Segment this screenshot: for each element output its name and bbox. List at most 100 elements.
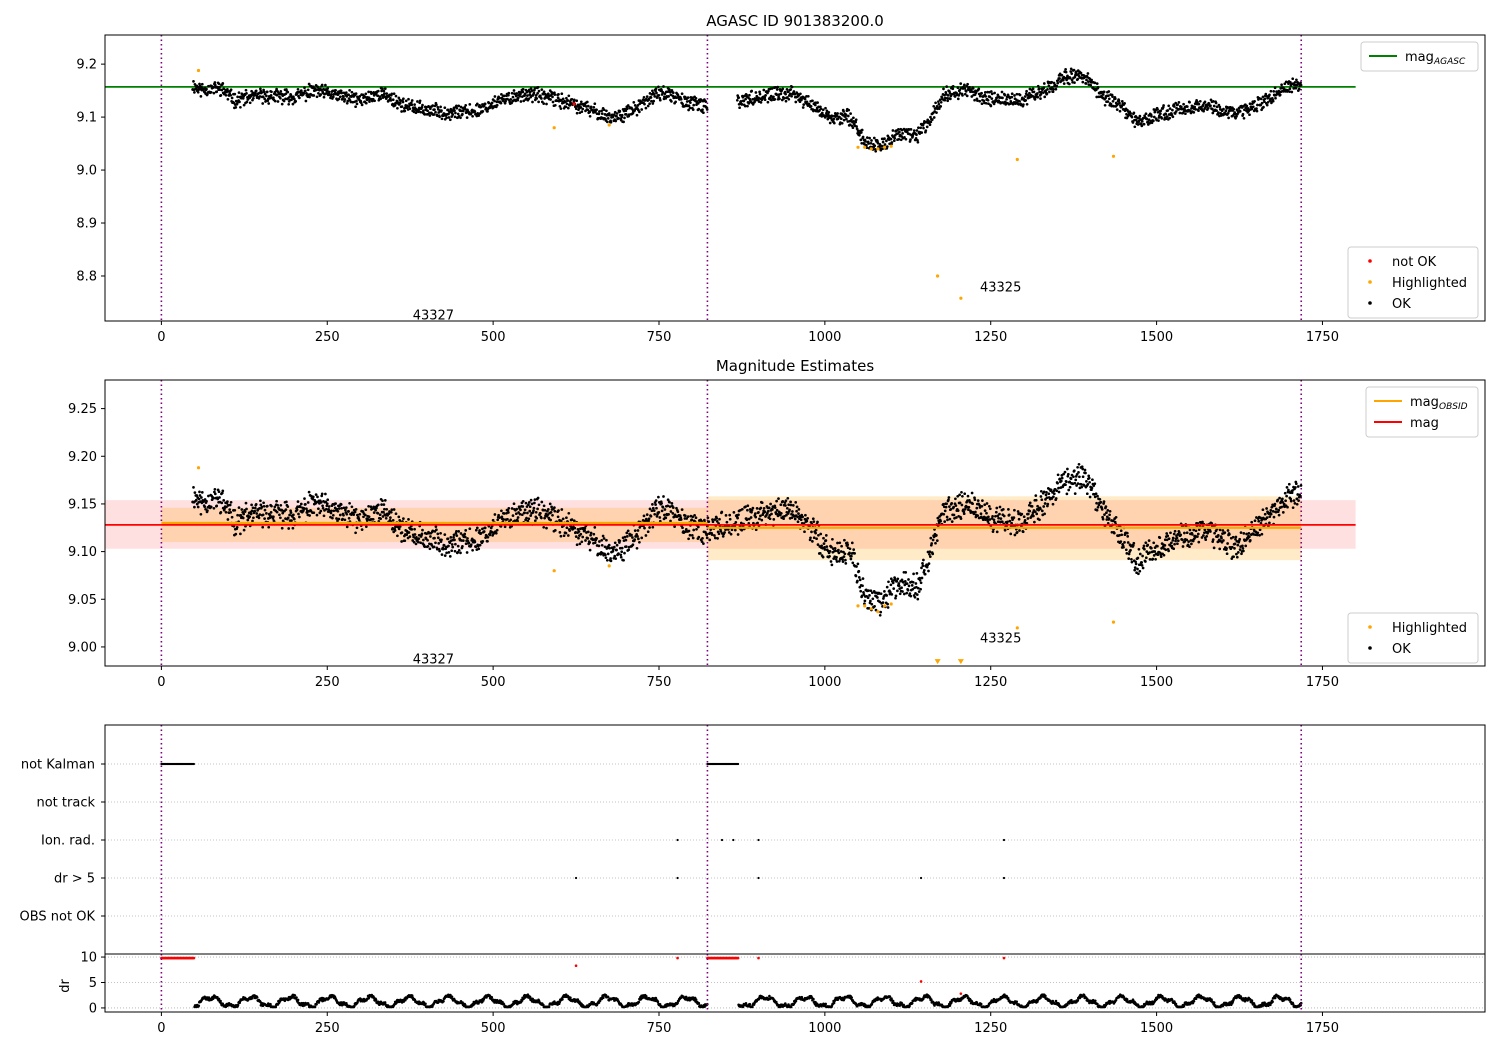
ok-point [784,92,787,96]
ok-point [713,536,717,540]
ok-point [758,517,761,521]
ok-point [394,94,398,98]
ok-point [342,506,346,510]
ok-point [1096,494,1099,498]
ok-point [1218,528,1222,532]
ok-point [1263,97,1267,101]
ok-point [785,513,788,517]
ok-point [1177,101,1181,104]
ok-point [1023,95,1027,98]
ok-point [560,508,564,511]
ok-point [565,102,569,106]
ok-point [453,538,456,542]
ok-point [324,507,328,511]
y-tick-label: 9.0 [76,164,97,179]
ok-point [970,491,974,495]
flag-point [737,762,740,766]
ok-point [192,80,195,83]
ok-point [584,539,587,542]
ok-point [890,593,894,596]
ok-point [871,597,875,601]
ok-point [1179,533,1183,537]
ok-point [660,502,663,505]
ok-point [963,507,967,511]
x-tick-label: 750 [647,675,672,690]
ok-point [821,108,825,112]
ok-point [939,105,943,108]
ok-point [611,550,615,553]
ok-point [666,90,670,94]
ok-point [219,510,223,514]
ok-point [685,517,689,520]
ok-point [383,92,386,95]
ok-point [240,508,244,511]
ok-point [398,101,402,105]
ok-point [446,537,450,541]
ok-point [1295,83,1299,87]
ok-point [1056,481,1059,485]
ok-point [322,95,326,99]
ok-point [1204,538,1208,542]
ok-point [276,100,280,103]
ok-point [435,547,439,551]
ok-point [1222,107,1225,111]
ok-point [1106,100,1110,103]
ok-point [763,510,767,514]
legend-marker [1368,646,1372,650]
ok-point [368,100,371,103]
ok-point [413,533,417,536]
ok-point [269,511,273,514]
ok-point [1241,547,1245,550]
x-tick-label: 0 [157,330,165,345]
ok-point [417,533,421,537]
ok-point [955,516,958,519]
ok-point [279,516,282,520]
ok-point [998,512,1001,516]
ok-point [1018,93,1022,97]
ok-point [199,95,203,98]
ok-point [463,107,467,111]
ok-point [670,100,673,103]
ok-point [291,526,295,530]
ok-point [687,108,690,112]
legend-label: mag [1410,416,1439,431]
y-tick-label: 9.00 [68,640,97,655]
x-tick-label: 250 [315,330,340,345]
ok-point [312,511,316,515]
ok-point [1117,99,1121,103]
ok-point [1018,529,1021,532]
ok-point [1039,489,1043,493]
ok-point [428,114,432,117]
ok-point [730,528,734,532]
ok-point [666,504,670,508]
x-tick-label: 500 [481,330,506,345]
ok-point [518,94,522,98]
ok-point [1167,549,1170,553]
ok-point [422,109,425,113]
ok-point [574,535,578,538]
ok-point [466,537,469,540]
ok-point [651,102,655,105]
ok-point [536,92,539,95]
ok-point [609,120,613,124]
ok-point [307,490,311,494]
ok-point [1162,104,1165,107]
y-tick-label: 9.10 [68,545,97,560]
ok-point [1257,519,1261,523]
ok-point [619,553,623,557]
ok-point [389,510,393,514]
ok-point [509,98,513,101]
ok-point [803,530,806,534]
ok-point [516,516,520,519]
ok-point [612,545,616,549]
ok-point [1127,557,1131,560]
ok-point [510,507,514,510]
x-tick-label: 1500 [1140,675,1173,690]
ok-point [803,97,807,101]
ok-point [236,95,239,99]
ok-point [762,88,766,92]
ok-point [772,95,775,99]
ok-point [412,540,416,544]
ok-point [832,117,836,121]
